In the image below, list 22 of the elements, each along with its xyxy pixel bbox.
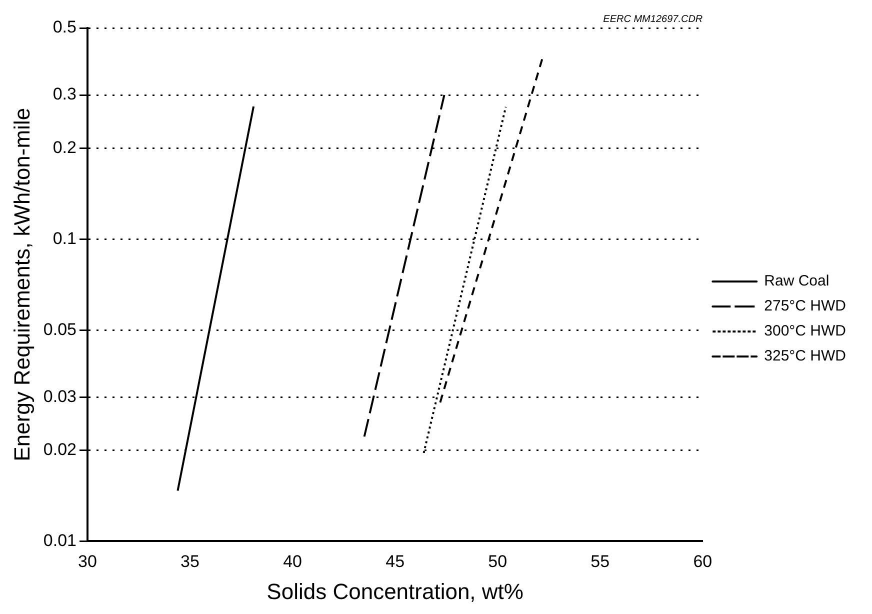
legend-label: Raw Coal (764, 272, 830, 290)
x-tick-label: 40 (283, 552, 302, 572)
x-tick-label: 30 (78, 552, 97, 572)
y-tick-label: 0.5 (52, 18, 76, 37)
x-tick-label: 60 (693, 552, 712, 572)
y-tick-label: 0.2 (52, 138, 76, 157)
y-tick-label: 0.01 (43, 530, 76, 550)
x-axis-title: Solids Concentration, wt% (266, 578, 524, 604)
text: EERC MM12697.CDR (603, 14, 703, 25)
y-tick-label: 0.3 (52, 84, 76, 104)
y-tick-label: 0.1 (52, 228, 76, 248)
x-tick-label: 55 (590, 552, 610, 572)
y-tick-label: 0.02 (43, 440, 76, 459)
legend-label: 275°C HWD (764, 298, 846, 315)
y-tick-label: 0.05 (43, 320, 76, 339)
x-tick-label: 50 (488, 552, 508, 572)
y-tick-label: 0.03 (43, 386, 76, 406)
legend-label: 300°C HWD (764, 322, 846, 340)
legend-label: 325°C HWD (764, 348, 846, 365)
y-axis-title: Energy Requirements, kWh/ton-mile (9, 108, 34, 462)
x-tick-label: 35 (180, 552, 200, 572)
x-tick-label: 45 (386, 552, 405, 572)
